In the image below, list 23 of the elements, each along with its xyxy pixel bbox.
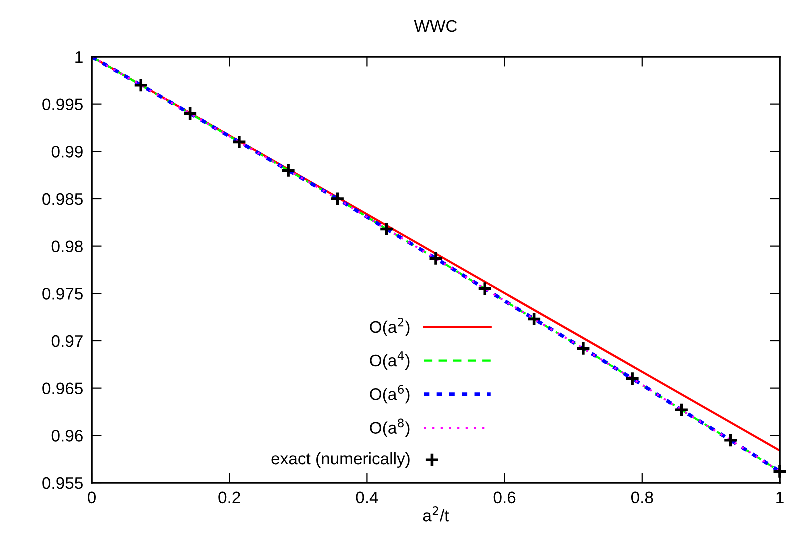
- legend-label: O(a$^{6}$): [370, 385, 410, 404]
- legend-label: O(a$^{2}$): [370, 318, 410, 336]
- y-tick-label: 0.955: [42, 477, 83, 490]
- x-tick-label: 0.2: [218, 492, 240, 504]
- y-tick-label: 0.995: [42, 98, 83, 111]
- y-tick-label: 0.99: [52, 146, 83, 158]
- x-tick-label: 1: [776, 492, 784, 504]
- x-tick-label: 0.4: [356, 492, 378, 504]
- x-tick-label: 0.6: [494, 492, 516, 504]
- chart-title: WWC: [414, 20, 458, 32]
- y-tick-label: 0.98: [52, 240, 83, 253]
- y-tick-label: 0.96: [52, 430, 83, 442]
- y-tick-label: 1: [76, 52, 83, 64]
- legend-label: O(a$^{4}$): [370, 352, 410, 370]
- legend-label: O(a$^{8}$): [370, 418, 410, 438]
- x-tick-label: 0: [88, 492, 96, 504]
- y-tick-label: 0.965: [42, 382, 83, 395]
- y-tick-label: 0.97: [52, 335, 83, 348]
- x-axis-title: a$^{2}$/t: [423, 506, 450, 522]
- legend-label: exact (numerically): [272, 452, 410, 468]
- y-tick-label: 0.975: [42, 288, 83, 300]
- y-tick-label: 0.985: [42, 193, 83, 206]
- x-tick-label: 0.8: [631, 492, 654, 504]
